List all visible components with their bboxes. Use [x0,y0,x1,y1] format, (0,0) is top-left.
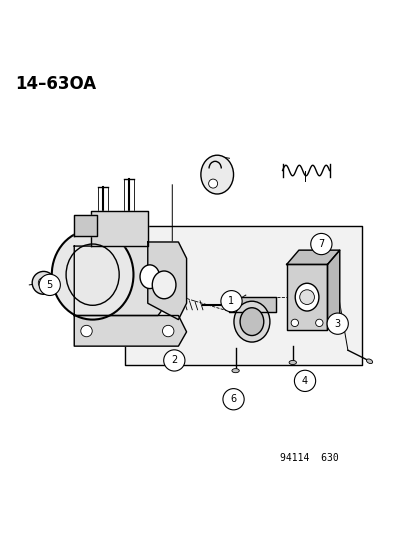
Circle shape [221,290,242,312]
Ellipse shape [152,271,176,299]
Circle shape [222,389,244,410]
Polygon shape [327,250,339,330]
Circle shape [162,325,173,337]
Text: 1: 1 [228,296,234,306]
Polygon shape [229,297,276,312]
Text: 14–63OA: 14–63OA [15,75,96,93]
Ellipse shape [240,308,263,336]
Ellipse shape [231,369,239,373]
Text: 2: 2 [171,356,177,366]
Circle shape [81,325,92,337]
Ellipse shape [52,230,133,320]
Polygon shape [147,242,186,320]
Polygon shape [90,212,147,246]
Circle shape [326,313,347,334]
Circle shape [39,274,60,295]
Text: 94114  630: 94114 630 [279,453,338,463]
Text: 4: 4 [301,376,307,386]
Circle shape [290,319,298,327]
Polygon shape [286,264,327,330]
Polygon shape [286,250,339,264]
Text: 5: 5 [47,280,53,290]
Circle shape [163,350,185,371]
Circle shape [38,278,49,288]
Circle shape [208,179,217,188]
Ellipse shape [200,155,233,194]
Text: 7: 7 [318,239,324,249]
Text: 3: 3 [334,319,340,329]
Circle shape [310,233,331,255]
Polygon shape [125,225,361,365]
Text: 6: 6 [230,394,236,404]
Polygon shape [74,215,97,236]
Circle shape [294,370,315,391]
Polygon shape [74,246,170,316]
Circle shape [315,319,322,327]
Ellipse shape [366,359,372,364]
Circle shape [32,271,55,294]
Ellipse shape [233,301,269,342]
Polygon shape [74,316,186,346]
Ellipse shape [294,283,318,311]
Ellipse shape [288,360,296,365]
Circle shape [299,290,313,304]
Ellipse shape [140,265,159,288]
